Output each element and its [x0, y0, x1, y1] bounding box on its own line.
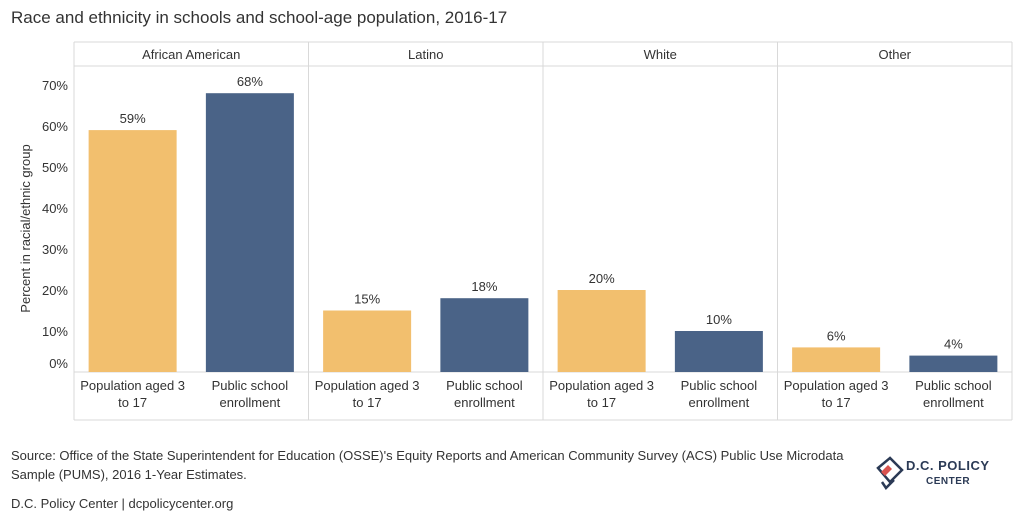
category-label: to 17 [822, 395, 851, 410]
y-tick-label: 40% [42, 201, 68, 216]
category-label: to 17 [353, 395, 382, 410]
logo-line-2: CENTER [926, 476, 971, 487]
logo-line-1: D.C. POLICY [906, 458, 990, 473]
category-label: Population aged 3 [80, 378, 185, 393]
y-axis-label: Percent in racial/ethnic group [18, 144, 33, 312]
category-label: enrollment [923, 395, 984, 410]
y-tick-label: 0% [49, 356, 68, 371]
category-label: Population aged 3 [315, 378, 420, 393]
y-tick-label: 30% [42, 242, 68, 257]
y-tick-label: 50% [42, 160, 68, 175]
bar-population [792, 347, 881, 372]
bar-population [88, 130, 177, 372]
data-label: 20% [589, 271, 615, 286]
dc-policy-center-logo: D.C. POLICY CENTER [868, 448, 998, 498]
bar-enrollment [205, 93, 294, 372]
data-label: 68% [237, 74, 263, 89]
category-label: Population aged 3 [784, 378, 889, 393]
data-label: 10% [706, 312, 732, 327]
category-label: Public school [212, 378, 289, 393]
panel-header: African American [142, 47, 240, 62]
data-label: 4% [944, 337, 963, 352]
bar-enrollment [440, 298, 529, 372]
data-label: 6% [827, 328, 846, 343]
y-tick-label: 70% [42, 78, 68, 93]
bar-population [557, 290, 646, 372]
category-label: enrollment [689, 395, 750, 410]
category-label: to 17 [118, 395, 147, 410]
category-label: Population aged 3 [549, 378, 654, 393]
faceted-bar-chart: 0% 10% 20% 30% 40% 50% 60% 70% Percent in racial… [18, 41, 1013, 421]
category-label: Public school [681, 378, 758, 393]
category-label: enrollment [220, 395, 281, 410]
bar-enrollment [674, 331, 763, 372]
credit-line: D.C. Policy Center | dcpolicycenter.org [11, 496, 234, 511]
y-tick-label: 10% [42, 324, 68, 339]
panel-header: Other [878, 47, 911, 62]
chart-title: Race and ethnicity in schools and school… [11, 8, 508, 27]
dc-map-pencil-icon [876, 456, 904, 490]
y-tick-label: 60% [42, 119, 68, 134]
y-tick-label: 20% [42, 283, 68, 298]
category-label: Public school [446, 378, 523, 393]
data-label: 59% [120, 111, 146, 126]
bar-population [323, 310, 412, 372]
panel-header: White [644, 47, 677, 62]
source-note: Source: Office of the State Superintende… [11, 448, 844, 482]
category-label: Public school [915, 378, 992, 393]
bar-enrollment [909, 355, 998, 372]
category-label: to 17 [587, 395, 616, 410]
data-label: 15% [354, 292, 380, 307]
panel-header: Latino [408, 47, 443, 62]
category-label: enrollment [454, 395, 515, 410]
data-label: 18% [471, 279, 497, 294]
